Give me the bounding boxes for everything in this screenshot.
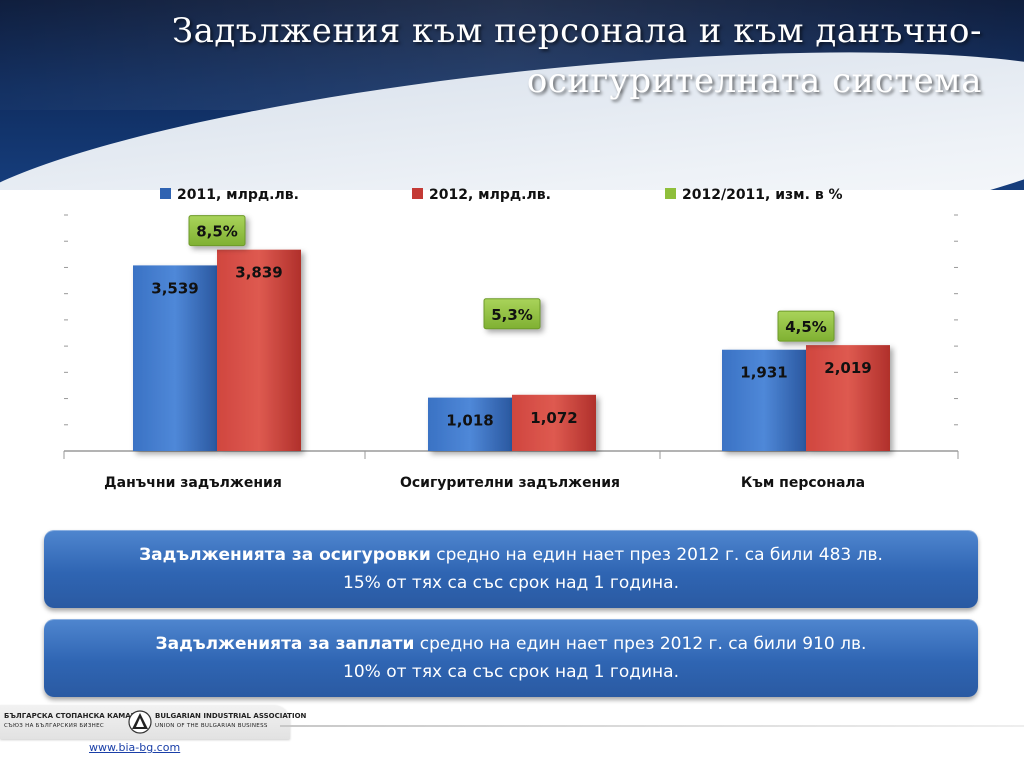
bar-2011: [428, 397, 512, 451]
change-value-label: 4,5%: [785, 318, 827, 336]
info-box-insurance-line2: 15% от тях са със срок над 1 година.: [343, 573, 679, 593]
chart-svg: 3,539 3,839 8,5% Данъчни задължения 1,018 1,0…: [63, 187, 959, 491]
bar-2012: [217, 249, 301, 451]
legend-swatch: [160, 188, 171, 199]
legend-swatch: [412, 188, 423, 199]
page-title: Задължения към персонала и към данъчно-о…: [171, 11, 982, 101]
change-value-label: 5,3%: [491, 306, 533, 324]
logo-left-subtitle: СЪЮЗ НА БЪЛГАРСКИЯ БИЗНЕС: [4, 723, 104, 729]
bar-value-label: 1,018: [446, 412, 493, 430]
logo-left-title: БЪЛГАРСКА СТОПАНСКА КАМАРА: [4, 712, 142, 720]
bar-2012: [512, 394, 596, 451]
info-box-wages-text: средно на един нает през 2012 г. са били…: [414, 634, 867, 654]
info-box-insurance-text: средно на един нает през 2012 г. са били…: [430, 545, 883, 565]
logo-right-subtitle: UNION OF THE BULGARIAN BUSINESS: [155, 723, 268, 729]
website-link[interactable]: www.bia-bg.com: [89, 741, 181, 754]
bar-value-label: 1,072: [530, 409, 577, 427]
bar-value-label: 1,931: [740, 364, 787, 382]
change-marker: [777, 310, 835, 342]
change-marker: [188, 215, 246, 247]
bar-2011: [133, 265, 217, 451]
logo-left-text: БЪЛГАРСКА СТОПАНСКА КАМАРА СЪЮЗ НА БЪЛГА…: [4, 712, 141, 731]
x-tick-label: Данъчни задължения: [104, 475, 282, 491]
slide-header: [0, 0, 1024, 190]
change-marker: [483, 298, 541, 330]
logo-right-title: BULGARIAN INDUSTRIAL ASSOCIATION: [155, 712, 307, 720]
bar-value-label: 2,019: [824, 359, 871, 377]
logo-right-text: BULGARIAN INDUSTRIAL ASSOCIATION UNION O…: [155, 712, 306, 731]
bar-chart: 3,539 3,839 8,5% Данъчни задължения 1,018 1,0…: [0, 130, 1024, 520]
legend-label: 2012, млрд.лв.: [429, 187, 551, 203]
bar-2011: [722, 349, 806, 451]
footer-divider: [280, 725, 1024, 727]
legend-swatch: [665, 188, 676, 199]
bar-2012: [806, 345, 890, 451]
x-tick-label: Към персонала: [741, 475, 865, 491]
x-tick-label: Осигурителни задължения: [400, 475, 620, 491]
bia-emblem-icon: [128, 710, 152, 734]
info-box-wages: Задълженията за заплати средно на един н…: [44, 619, 978, 697]
info-box-insurance: Задълженията за осигуровки средно на еди…: [44, 530, 978, 608]
legend-label: 2012/2011, изм. в %: [682, 187, 843, 203]
footer-logo: БЪЛГАРСКА СТОПАНСКА КАМАРА СЪЮЗ НА БЪЛГА…: [0, 705, 306, 739]
legend-label: 2011, млрд.лв.: [177, 187, 299, 203]
bar-value-label: 3,539: [151, 279, 198, 297]
bar-value-label: 3,839: [235, 264, 282, 282]
info-box-wages-line2: 10% от тях са със срок над 1 година.: [343, 662, 679, 682]
info-box-wages-bold: Задълженията за заплати: [155, 634, 415, 654]
info-box-insurance-bold: Задълженията за осигуровки: [139, 545, 431, 565]
change-value-label: 8,5%: [196, 223, 238, 241]
